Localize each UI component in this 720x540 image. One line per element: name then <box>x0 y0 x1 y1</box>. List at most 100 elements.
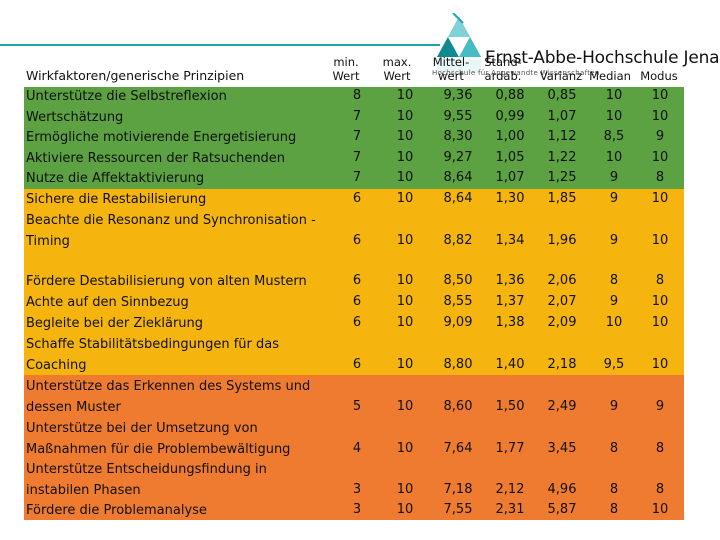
cell-mode: 8 <box>655 441 665 456</box>
cell-max: 10 <box>396 502 414 517</box>
cell-sd: 1,77 <box>495 441 525 456</box>
cell-sd: 1,34 <box>495 233 525 248</box>
cell-mean: 8,80 <box>443 357 473 372</box>
principle-label-line: Unterstütze Entscheidungsfindung in <box>26 462 267 477</box>
table-row: Ermögliche motivierende Energetisierung 7… <box>0 128 720 148</box>
principle-label: Begleite bei der Zieklärung <box>26 316 204 331</box>
cell-mode: 9 <box>655 399 665 414</box>
table-row: Unterstütze die Selbstreflexion 8 10 9,36 0,… <box>0 87 720 107</box>
cell-median: 8 <box>609 502 619 517</box>
principle-label-line: dessen Muster <box>26 399 121 415</box>
cell-min: 5 <box>352 399 362 414</box>
cell-median: 10 <box>605 88 623 103</box>
cell-mean: 8,55 <box>443 294 473 309</box>
cell-median: 9 <box>609 170 619 185</box>
table-row: Unterstütze bei der Umsetzung von Maßnahm… <box>0 419 720 460</box>
cell-sd: 2,12 <box>495 482 525 497</box>
cell-max: 10 <box>396 150 414 165</box>
cell-mean: 8,50 <box>443 273 473 288</box>
university-tagline: Hochschule für Angewandte Wissenschaften <box>432 69 600 77</box>
cell-sd: 1,38 <box>495 315 525 330</box>
cell-mean: 8,64 <box>443 170 473 185</box>
cell-mode: 10 <box>651 357 669 372</box>
cell-mean: 7,64 <box>443 441 473 456</box>
cell-min: 4 <box>352 441 362 456</box>
cell-var: 4,96 <box>547 482 577 497</box>
cell-max: 10 <box>396 129 414 144</box>
cell-var: 0,85 <box>547 88 577 103</box>
table-row: Fördere Destabilisierung von alten Muste… <box>0 272 720 292</box>
header-rule <box>0 44 440 46</box>
cell-min: 6 <box>352 273 362 288</box>
cell-mode: 9 <box>655 129 665 144</box>
cell-median: 9 <box>609 399 619 414</box>
cell-max: 10 <box>396 294 414 309</box>
band-yellow <box>24 189 684 375</box>
cell-var: 2,09 <box>547 315 577 330</box>
principle-label-line: instabilen Phasen <box>26 482 141 498</box>
table-row: Unterstütze das Erkennen des Systems und… <box>0 377 720 418</box>
cell-min: 6 <box>352 357 362 372</box>
cell-mode: 10 <box>651 502 669 517</box>
table-row: Unterstütze Entscheidungsfindung in insta… <box>0 460 720 501</box>
principle-label: Unterstütze Entscheidungsfindung in insta… <box>26 460 267 501</box>
cell-mean: 7,55 <box>443 502 473 517</box>
cell-median: 8 <box>609 273 619 288</box>
principle-label: Schaffe Stabilitätsbedingungen für das Co… <box>26 335 279 376</box>
cell-var: 3,45 <box>547 441 577 456</box>
cell-mode: 10 <box>651 233 669 248</box>
column-header-variance: Varianz <box>539 69 583 83</box>
principle-label: Aktiviere Ressourcen der Ratsuchenden <box>26 151 286 166</box>
cell-mode: 10 <box>651 191 669 206</box>
cell-min: 6 <box>352 191 362 206</box>
cell-median: 9 <box>609 191 619 206</box>
principle-label: Fördere die Problemanalyse <box>26 503 207 518</box>
principle-label: Ermögliche motivierende Energetisierung <box>26 130 297 145</box>
cell-mode: 10 <box>651 150 669 165</box>
cell-sd: 1,30 <box>495 191 525 206</box>
cell-mode: 10 <box>651 88 669 103</box>
band-orange <box>24 375 684 520</box>
cell-max: 10 <box>396 273 414 288</box>
cell-mean: 8,30 <box>443 129 473 144</box>
cell-min: 8 <box>352 88 362 103</box>
column-header-min: min. Wert <box>332 55 360 83</box>
table-row: Wertschätzung 7 10 9,55 0,99 1,07 10 10 <box>0 108 720 128</box>
principle-label: Unterstütze bei der Umsetzung von Maßnahm… <box>26 419 290 460</box>
table-row: Fördere die Problemanalyse 3 10 7,55 2,31 5,8… <box>0 501 720 521</box>
cell-max: 10 <box>396 88 414 103</box>
cell-sd: 1,00 <box>495 129 525 144</box>
principle-label-line: Timing <box>26 233 70 249</box>
cell-var: 2,07 <box>547 294 577 309</box>
university-logo-icon <box>437 13 481 73</box>
table-row: Aktiviere Ressourcen der Ratsuchenden 7 10… <box>0 149 720 169</box>
cell-median: 8,5 <box>603 129 625 144</box>
principle-label: Nutze die Affektaktivierung <box>26 171 205 186</box>
table-row: Achte auf den Sinnbezug 6 10 8,55 1,37 2,07 9 1… <box>0 293 720 313</box>
cell-min: 6 <box>352 294 362 309</box>
cell-mean: 8,82 <box>443 233 473 248</box>
cell-max: 10 <box>396 357 414 372</box>
cell-median: 10 <box>605 150 623 165</box>
cell-mode: 10 <box>651 109 669 124</box>
cell-median: 9 <box>609 294 619 309</box>
university-name: Ernst-Abbe-Hochschule Jena <box>485 48 720 68</box>
cell-min: 7 <box>352 109 362 124</box>
cell-median: 10 <box>605 315 623 330</box>
cell-sd: 1,36 <box>495 273 525 288</box>
cell-mode: 10 <box>651 294 669 309</box>
cell-median: 8 <box>609 441 619 456</box>
principle-label-line: Maßnahmen für die Problembewältigung <box>26 441 291 457</box>
cell-mode: 8 <box>655 273 665 288</box>
principle-label: Sichere die Restabilisierung <box>26 192 207 207</box>
cell-median: 9,5 <box>603 357 625 372</box>
cell-max: 10 <box>396 441 414 456</box>
table-row: Sichere die Restabilisierung 6 10 8,64 1,30 1… <box>0 190 720 210</box>
principle-label: Fördere Destabilisierung von alten Muste… <box>26 274 307 289</box>
column-header-mean: Mittel-wert <box>432 55 470 83</box>
cell-sd: 1,40 <box>495 357 525 372</box>
cell-mode: 10 <box>651 315 669 330</box>
column-header-median: Median <box>589 69 631 83</box>
cell-mean: 7,18 <box>443 482 473 497</box>
cell-median: 8 <box>609 482 619 497</box>
